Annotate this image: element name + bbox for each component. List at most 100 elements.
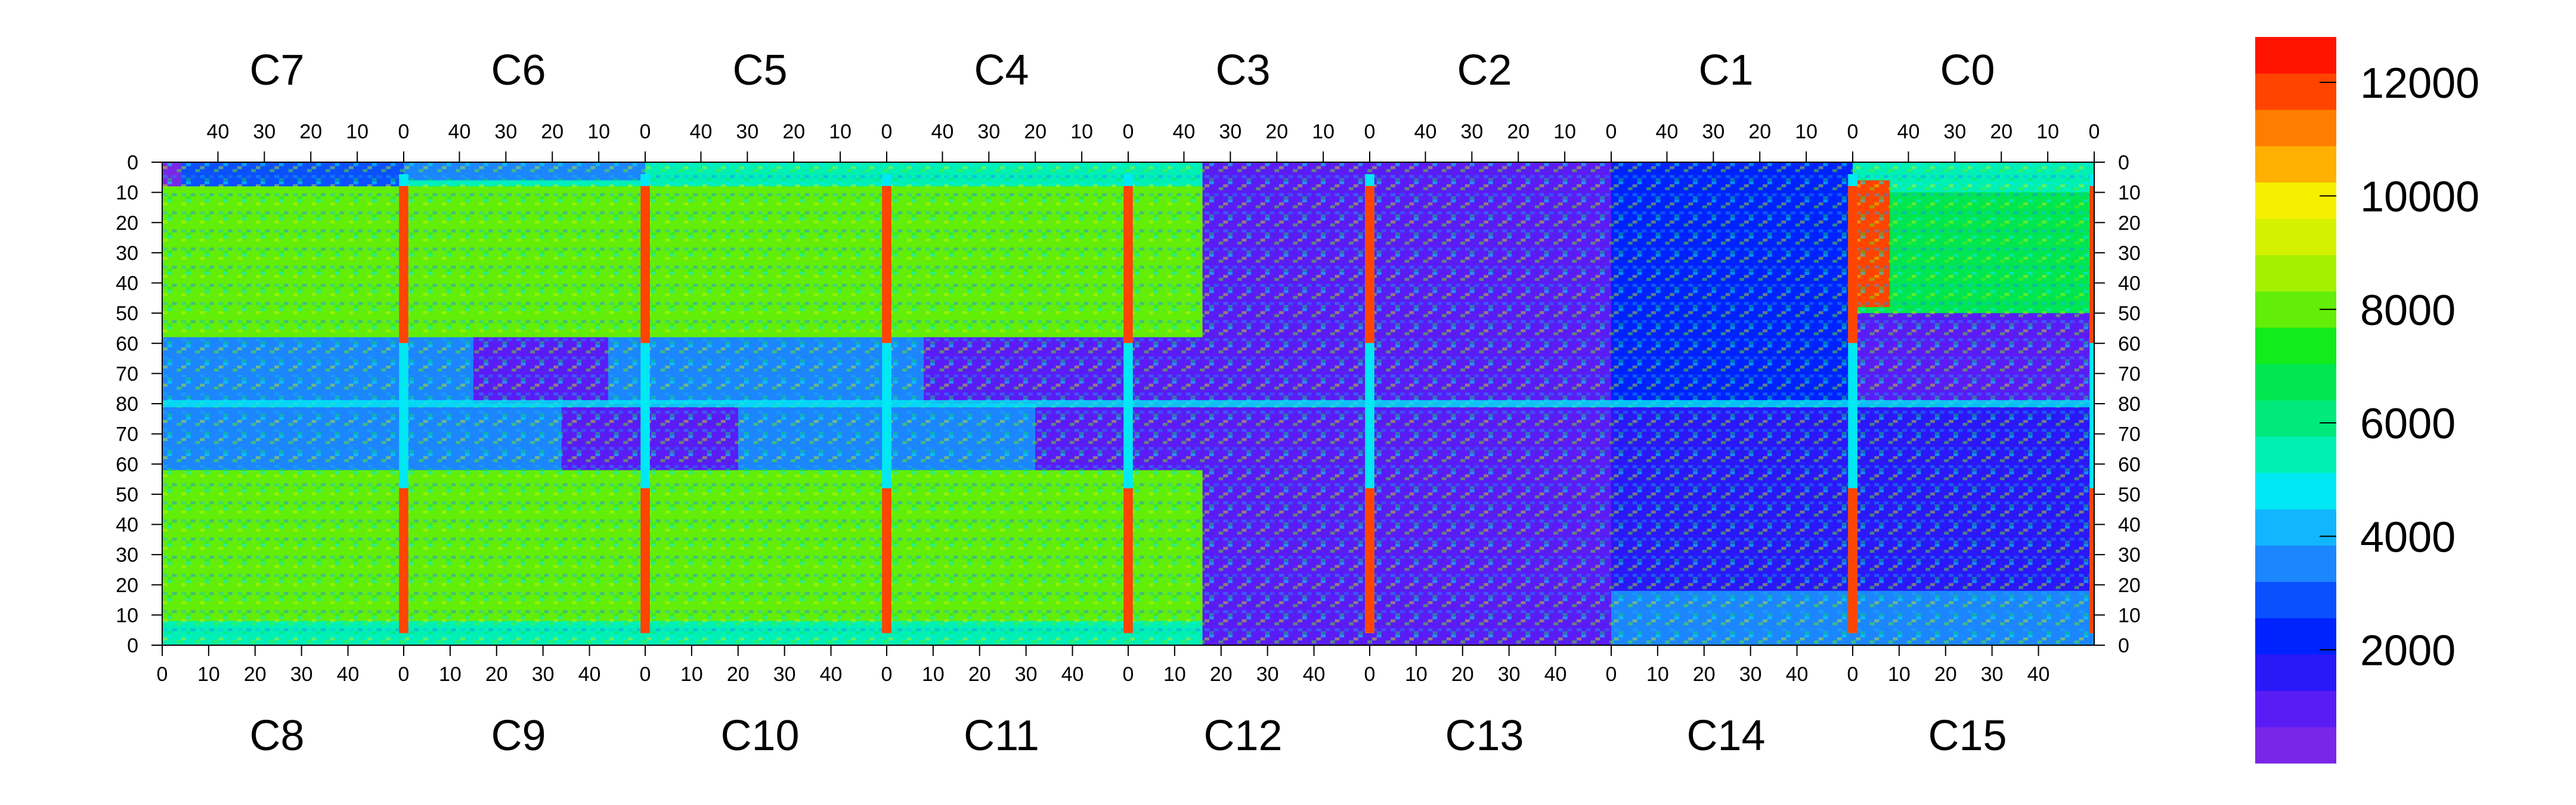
- bottom-chip-label-C11: C11: [964, 712, 1039, 760]
- top-x-tick-label: 30: [1460, 120, 1483, 143]
- bottom-x-tick-label: 20: [1693, 663, 1716, 686]
- left-y-tick-label: 30: [116, 544, 138, 566]
- colorbar-segment: [2255, 218, 2336, 255]
- top-x-tick-label: 10: [1070, 120, 1093, 143]
- right-y-tick-label: 30: [2118, 242, 2141, 265]
- colorbar-segment: [2255, 436, 2336, 473]
- colorbar-segment: [2255, 182, 2336, 219]
- hot-column-bottom-1: [640, 488, 650, 633]
- bottom-x-tick-label: 20: [727, 663, 750, 686]
- left-y-tick-label: 20: [116, 574, 138, 597]
- colorbar-segment: [2255, 472, 2336, 510]
- top-x-tick-label: 20: [541, 120, 564, 143]
- top-x-tick-label: 40: [931, 120, 954, 143]
- bottom-x-tick-label: 0: [640, 663, 651, 686]
- top-x-tick-label: 30: [1219, 120, 1241, 143]
- hot-column-top-1: [640, 186, 650, 343]
- hot-column-top-3: [1123, 186, 1133, 343]
- top-x-tick-label: 0: [881, 120, 893, 143]
- bottom-chip-label-C10: C10: [720, 712, 799, 760]
- colorbar-segment: [2255, 400, 2336, 437]
- bottom-x-tick-label: 30: [1498, 663, 1521, 686]
- top-x-tick-label: 0: [1606, 120, 1617, 143]
- hot-column-top-6: [2089, 186, 2094, 343]
- top-x-tick-label: 40: [1414, 120, 1437, 143]
- colorbar-tick-label: 6000: [2360, 400, 2456, 448]
- top-x-tick-label: 10: [587, 120, 610, 143]
- bottom-x-tick-label: 20: [1210, 663, 1233, 686]
- left-y-tick-label: 70: [116, 363, 138, 385]
- top-x-tick-label: 40: [1656, 120, 1679, 143]
- hot-column-top-4: [1365, 186, 1374, 343]
- hot-column-bottom-2: [882, 488, 891, 633]
- bottom-x-tick-label: 0: [1606, 663, 1617, 686]
- hot-column-top-0: [399, 186, 408, 343]
- left-y-tick-label: 10: [116, 604, 138, 627]
- bottom-x-tick-label: 20: [968, 663, 991, 686]
- top-x-tick-label: 20: [1265, 120, 1288, 143]
- bottom-x-tick-label: 40: [820, 663, 843, 686]
- right-y-tick-label: 0: [2118, 151, 2129, 174]
- top-chip-label-C3: C3: [1215, 47, 1270, 94]
- colorbar-tick-label: 8000: [2360, 287, 2456, 335]
- bottom-x-tick-label: 20: [1451, 663, 1474, 686]
- bottom-chip-label-C14: C14: [1686, 712, 1765, 760]
- bottom-x-tick-label: 40: [337, 663, 360, 686]
- right-y-tick-label: 70: [2118, 363, 2141, 385]
- top-chip-label-C4: C4: [974, 47, 1029, 94]
- top-x-tick-label: 0: [640, 120, 651, 143]
- left-y-tick-label: 50: [116, 302, 138, 325]
- hot-column-layer: [162, 174, 2094, 633]
- colorbar-segment: [2255, 618, 2336, 655]
- left-y-tick-label: 50: [116, 484, 138, 506]
- right-y-tick-label: 50: [2118, 484, 2141, 506]
- chip-label-layer: C7 C6 C5 C4 C3 C2 C1 C0 C8 C9 C10 C11 C12 C13 C14 C15: [249, 47, 2007, 760]
- bottom-x-tick-label: 20: [1934, 663, 1957, 686]
- bottom-x-tick-label: 30: [1981, 663, 2004, 686]
- bottom-x-tick-label: 0: [398, 663, 410, 686]
- bottom-x-tick-label: 30: [1256, 663, 1279, 686]
- bottom-x-tick-label: 10: [1888, 663, 1911, 686]
- top-chip-label-C7: C7: [249, 47, 304, 94]
- bottom-x-tick-label: 30: [1739, 663, 1762, 686]
- bottom-x-tick-label: 0: [157, 663, 168, 686]
- top-chip-label-C6: C6: [491, 47, 546, 94]
- bottom-x-tick-label: 0: [1847, 663, 1859, 686]
- right-y-tick-label: 70: [2118, 423, 2141, 446]
- left-y-tick-label: 40: [116, 273, 138, 295]
- hot-column-bottom-6: [2089, 488, 2094, 633]
- top-x-tick-label: 10: [1553, 120, 1576, 143]
- colorbar-segment: [2255, 509, 2336, 546]
- axes-layer: 40 30 20 10 0 0 10 20 30 40 40 30 20 10 0 0 10 20 30 40 40 30…: [116, 120, 2141, 686]
- left-y-tick-label: 60: [116, 453, 138, 476]
- colorbar-segment: [2255, 145, 2336, 183]
- top-chip-label-C0: C0: [1940, 47, 1995, 94]
- hot-column-top-5: [1848, 186, 1857, 343]
- top-x-tick-label: 0: [1364, 120, 1376, 143]
- bottom-x-tick-label: 40: [1786, 663, 1809, 686]
- top-x-tick-label: 10: [346, 120, 369, 143]
- colorbar: 2000 4000 6000 8000 10000 12000: [2255, 37, 2479, 764]
- bottom-x-tick-label: 20: [244, 663, 267, 686]
- right-y-tick-label: 80: [2118, 393, 2141, 416]
- top-chip-label-C2: C2: [1457, 47, 1512, 94]
- colorbar-segment: [2255, 545, 2336, 582]
- colorbar-segment: [2255, 581, 2336, 618]
- colorbar-segment: [2255, 364, 2336, 401]
- midline-band: [162, 400, 2094, 407]
- top-x-tick-label: 10: [1312, 120, 1335, 143]
- top-x-tick-label: 0: [1123, 120, 1134, 143]
- bottom-x-tick-label: 40: [1303, 663, 1326, 686]
- top-x-tick-label: 40: [448, 120, 471, 143]
- right-y-tick-label: 20: [2118, 574, 2141, 597]
- colorbar-tick-label: 4000: [2360, 513, 2456, 561]
- colorbar-segment: [2255, 654, 2336, 691]
- top-x-tick-label: 10: [1795, 120, 1818, 143]
- top-x-tick-label: 30: [736, 120, 758, 143]
- bottom-chip-label-C8: C8: [249, 712, 304, 760]
- bottom-x-tick-label: 10: [1163, 663, 1186, 686]
- hot-column-top-2: [882, 186, 891, 343]
- bottom-x-tick-label: 30: [290, 663, 313, 686]
- bottom-chip-label-C13: C13: [1445, 712, 1524, 760]
